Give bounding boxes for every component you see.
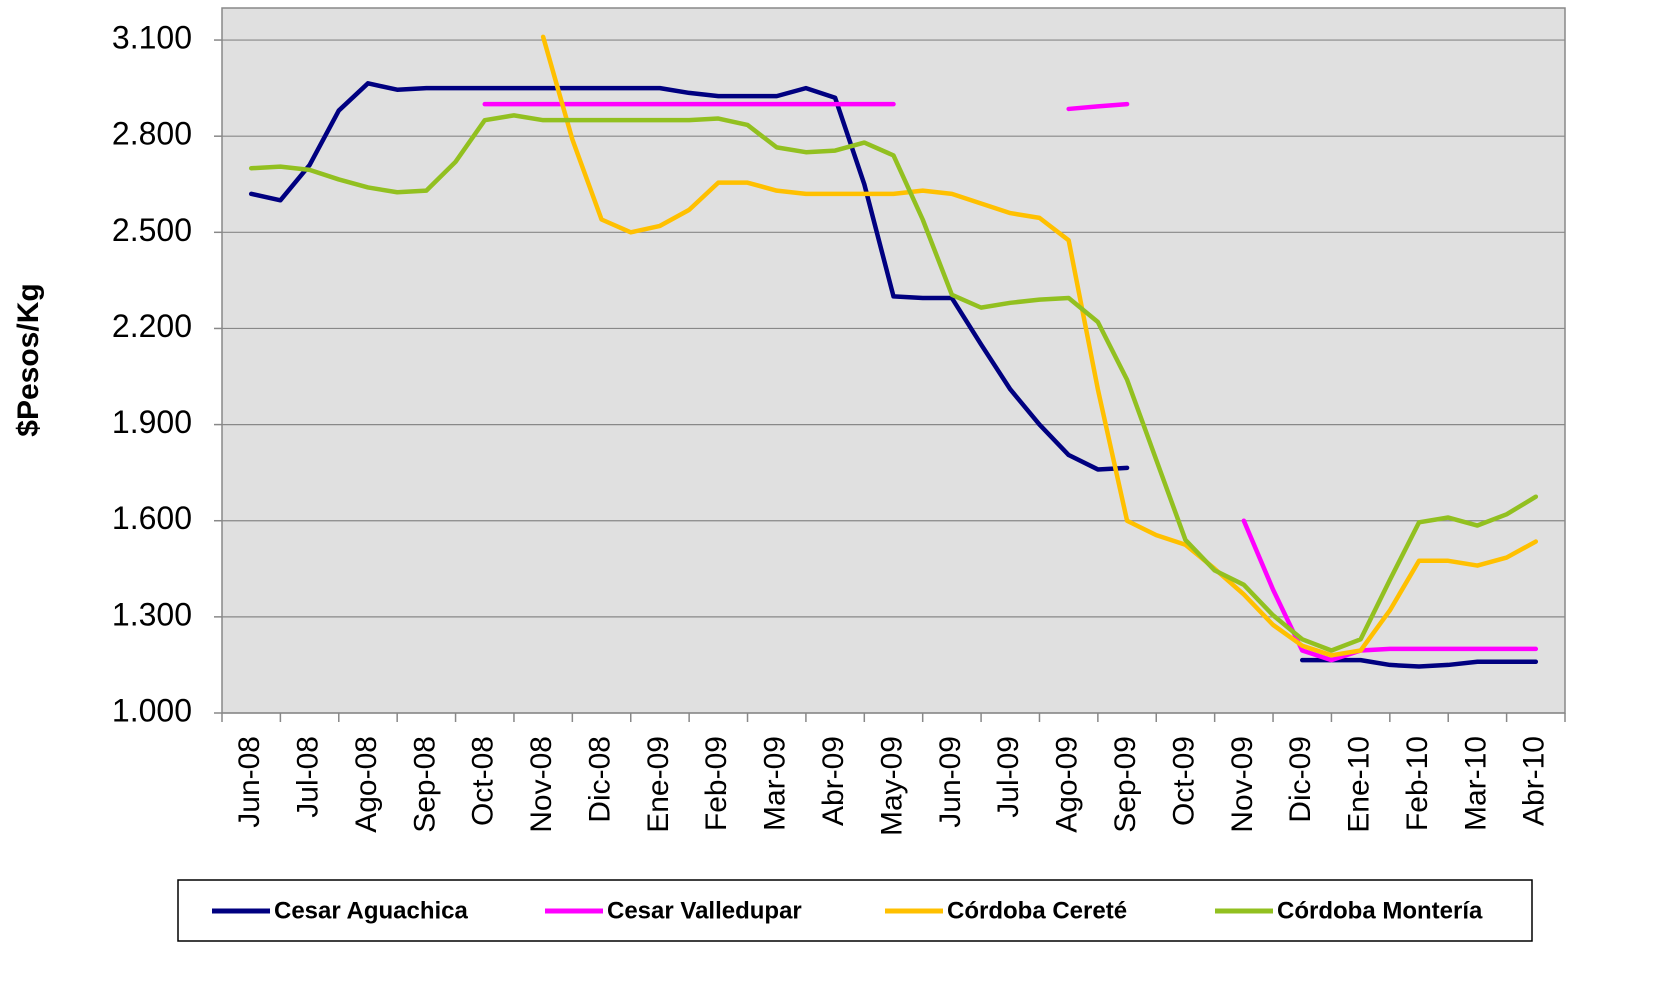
legend-label: Córdoba Montería <box>1277 897 1483 924</box>
x-tick-label: Jul-09 <box>992 736 1025 818</box>
x-tick-label: Sep-09 <box>1109 736 1142 833</box>
series-line <box>1299 657 1539 669</box>
x-tick-label: Oct-09 <box>1167 736 1200 826</box>
x-tick-label: May-09 <box>875 736 908 836</box>
legend-label: Cesar Valledupar <box>607 897 802 924</box>
legend-label: Cesar Aguachica <box>274 897 469 924</box>
plot-area <box>221 7 1566 714</box>
series-line <box>248 81 1130 472</box>
x-tick-label: Feb-09 <box>700 736 733 831</box>
x-tick-label: Ene-09 <box>642 736 675 833</box>
series-line <box>1066 101 1130 112</box>
legend <box>177 879 1533 942</box>
y-tick-label: 1.900 <box>112 404 192 440</box>
x-tick-label: Abr-10 <box>1518 736 1551 826</box>
x-tick-label: Jul-08 <box>292 736 325 818</box>
y-tick-label: 1.600 <box>112 500 192 536</box>
x-tick-label: Nov-08 <box>525 736 558 833</box>
x-tick-label: Jun-09 <box>934 736 967 828</box>
x-tick-label: Ago-08 <box>350 736 383 833</box>
x-tick-label: Sep-08 <box>408 736 441 833</box>
x-tick-label: Dic-08 <box>583 736 616 823</box>
x-tick-label: Feb-10 <box>1401 736 1434 831</box>
x-tick-label: Abr-09 <box>817 736 850 826</box>
x-tick-label: Nov-09 <box>1226 736 1259 833</box>
y-tick-label: 1.000 <box>112 692 192 728</box>
series-line <box>540 34 1539 658</box>
x-tick-label: Mar-09 <box>759 736 792 831</box>
y-tick-label: 3.100 <box>112 19 192 55</box>
x-tick-label: Ago-09 <box>1051 736 1084 833</box>
x-tick-label: Ene-10 <box>1343 736 1376 833</box>
series-line <box>248 113 1539 653</box>
y-tick-label: 1.300 <box>112 596 192 632</box>
legend-label: Córdoba Cereté <box>947 897 1127 924</box>
x-tick-label: Oct-08 <box>467 736 500 826</box>
x-tick-label: Dic-09 <box>1284 736 1317 823</box>
x-tick-label: Jun-08 <box>233 736 266 828</box>
y-tick-label: 2.500 <box>112 212 192 248</box>
y-axis-label: $Pesos/Kg <box>12 283 45 436</box>
y-tick-label: 2.800 <box>112 116 192 152</box>
x-tick-label: Mar-10 <box>1459 736 1492 831</box>
y-tick-label: 2.200 <box>112 308 192 344</box>
